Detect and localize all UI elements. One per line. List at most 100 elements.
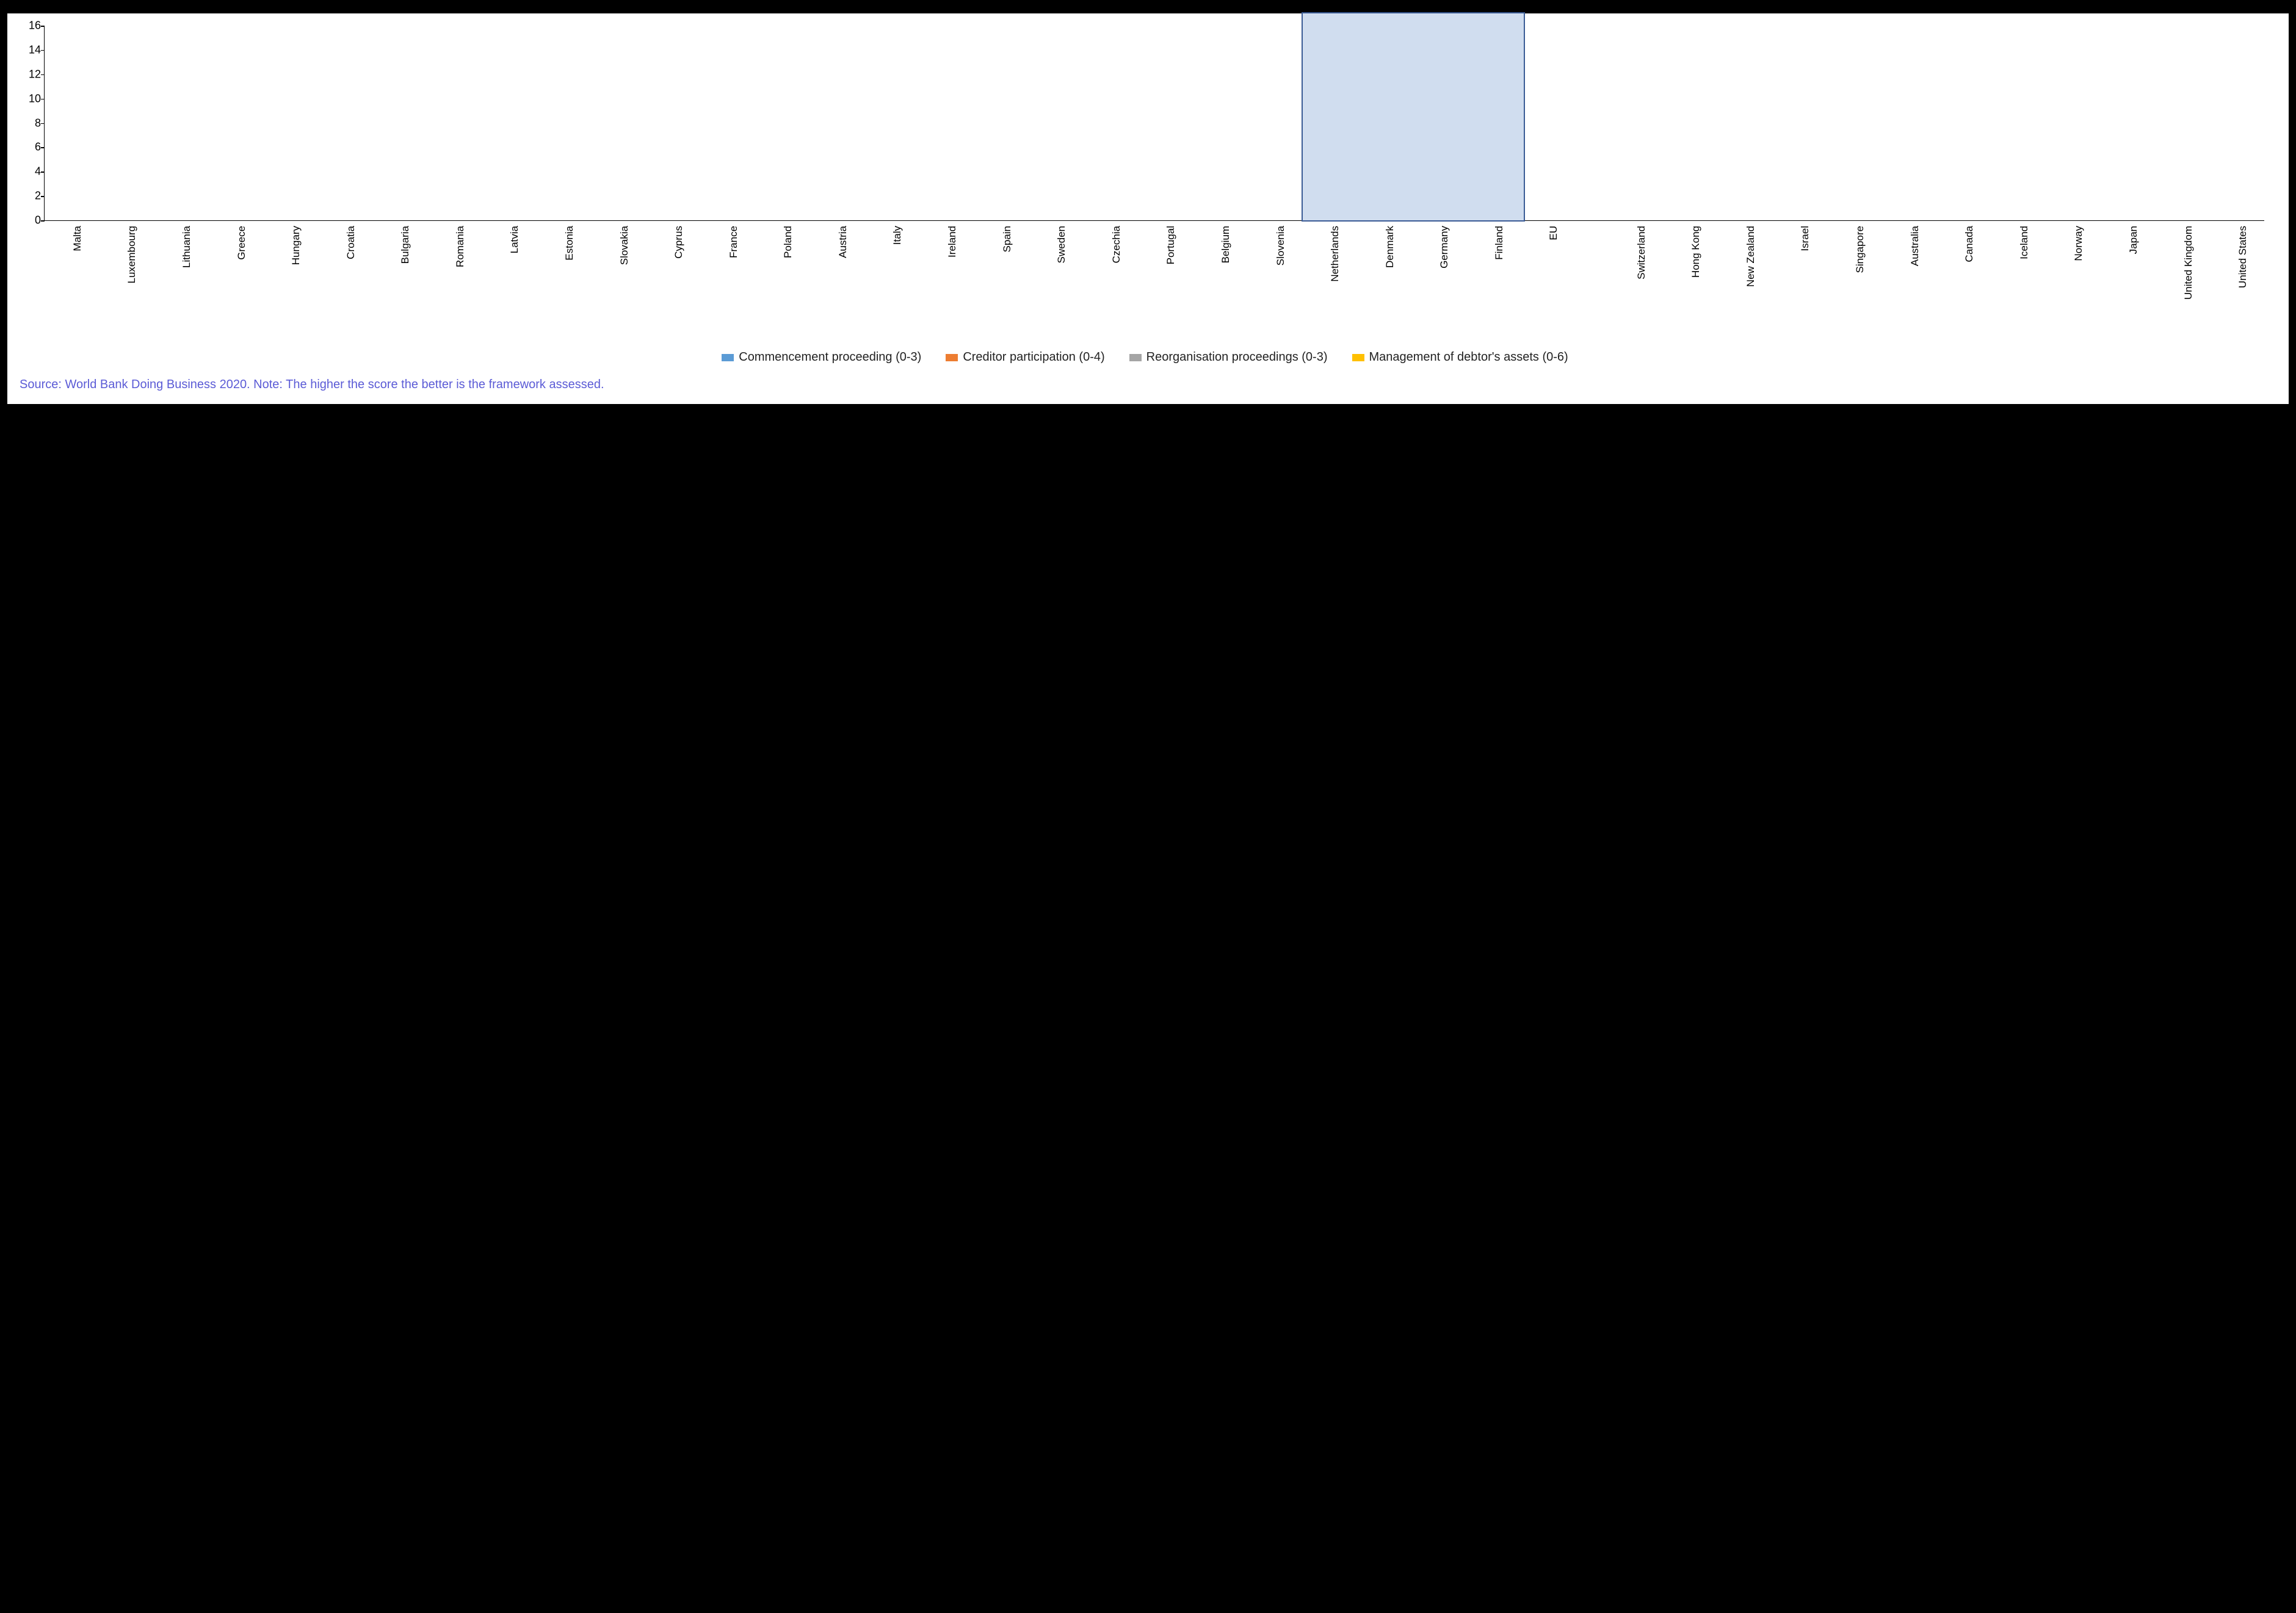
x-label-slot (1575, 222, 1608, 344)
bar-slot (1521, 26, 1576, 220)
bar-slot (974, 26, 1029, 220)
x-axis-label: Singapore (1854, 226, 1866, 273)
bar-slot (2155, 26, 2210, 220)
bar-slot (1772, 26, 1827, 220)
plot-region: 0246810121416 (44, 26, 2264, 221)
x-axis-label: Bulgaria (399, 226, 411, 264)
x-axis-label: Croatia (345, 226, 357, 259)
legend-swatch (946, 354, 958, 361)
x-label-slot: Austria (809, 222, 864, 344)
chart-area: 0246810121416 Malta Luxembourg Lithuania Gr… (44, 26, 2264, 343)
legend-label: Management of debtor's assets (0-6) (1369, 350, 1568, 364)
bar-slot (263, 26, 318, 220)
y-tick-mark (41, 147, 45, 148)
legend-swatch (1352, 354, 1364, 361)
x-label-slot: Greece (208, 222, 263, 344)
x-axis-label: Austria (837, 226, 849, 258)
x-axis-label: Canada (1963, 226, 1976, 262)
x-axis-label: Czechia (1110, 226, 1123, 263)
x-axis-label: Belgium (1220, 226, 1232, 263)
x-axis-label: Slovenia (1275, 226, 1287, 265)
legend-item: Creditor participation (0-4) (946, 350, 1104, 364)
x-label-slot: Lithuania (153, 222, 208, 344)
x-label-slot: Luxembourg (99, 222, 154, 344)
bar-slot (482, 26, 537, 220)
bar-slot (1302, 26, 1357, 220)
x-label-slot: Spain (974, 222, 1029, 344)
x-axis-label: United Kingdom (2182, 226, 2195, 300)
x-axis-label: Spain (1001, 226, 1013, 252)
source-note: Source: World Bank Doing Business 2020. … (20, 378, 2270, 392)
x-label-slot: Cyprus (645, 222, 700, 344)
x-axis-label: Israel (1799, 226, 1811, 251)
x-axis-label: Latvia (509, 226, 521, 253)
y-tick-mark (41, 171, 45, 173)
x-label-slot: Canada (1936, 222, 1991, 344)
x-label-slot: United States (2209, 222, 2264, 344)
y-tick-mark (41, 220, 45, 222)
x-label-slot: Belgium (1192, 222, 1247, 344)
x-axis-label: France (728, 226, 740, 258)
x-label-slot: Latvia (482, 222, 537, 344)
x-axis-label: Denmark (1384, 226, 1396, 268)
x-label-slot: Israel (1772, 222, 1827, 344)
legend-label: Commencement proceeding (0-3) (739, 350, 921, 364)
x-axis-label: Malta (71, 226, 84, 251)
x-axis-label: Estonia (563, 226, 576, 261)
legend-label: Reorganisation proceedings (0-3) (1146, 350, 1328, 364)
bar-slot (1193, 26, 1248, 220)
y-tick-mark (41, 123, 45, 124)
bar-slot (2101, 26, 2156, 220)
bar-slot (372, 26, 427, 220)
legend-item: Reorganisation proceedings (0-3) (1129, 350, 1328, 364)
x-label-slot: Switzerland (1608, 222, 1663, 344)
y-tick-mark (41, 99, 45, 100)
bar-slot (154, 26, 209, 220)
bar-slot (427, 26, 482, 220)
x-axis-label: Switzerland (1635, 226, 1648, 280)
bar-slot (45, 26, 100, 220)
x-label-slot: France (700, 222, 755, 344)
bar-slot (755, 26, 810, 220)
x-axis-label: Norway (2073, 226, 2085, 261)
bar-slot (919, 26, 974, 220)
legend-swatch (1129, 354, 1142, 361)
y-tick-mark (41, 74, 45, 76)
x-axis-labels: Malta Luxembourg Lithuania GreeceHungary Cro… (44, 222, 2264, 344)
y-tick-label: 0 (20, 214, 41, 227)
x-label-slot: Netherlands (1302, 222, 1356, 344)
x-axis-label: Lithuania (181, 226, 193, 268)
bar-slot (864, 26, 919, 220)
x-label-slot: Hungary (263, 222, 317, 344)
bar-slot (1357, 26, 1412, 220)
bar-slot (100, 26, 154, 220)
x-label-slot: Poland (755, 222, 810, 344)
bar-slot (1247, 26, 1302, 220)
bars-container (45, 26, 2264, 220)
x-label-slot: Sweden (1028, 222, 1083, 344)
x-axis-label: Portugal (1165, 226, 1177, 264)
bar-slot (1827, 26, 1882, 220)
bar-slot (2210, 26, 2265, 220)
x-label-slot: Bulgaria (372, 222, 427, 344)
bar-slot (701, 26, 756, 220)
x-label-slot: Denmark (1356, 222, 1411, 344)
x-label-slot: Estonia (536, 222, 591, 344)
x-axis-label: Sweden (1056, 226, 1068, 263)
legend-swatch (722, 354, 734, 361)
bar-slot (209, 26, 264, 220)
x-axis-label: Germany (1438, 226, 1450, 269)
x-axis-label: Netherlands (1329, 226, 1341, 282)
x-label-slot: Portugal (1138, 222, 1193, 344)
bar-slot (1084, 26, 1139, 220)
x-axis-label: EU (1548, 226, 1560, 240)
y-tick-mark (41, 26, 45, 27)
x-label-slot: Australia (1881, 222, 1936, 344)
x-axis-label: Luxembourg (126, 226, 138, 284)
x-axis-label: Hong Kong (1690, 226, 1702, 278)
x-label-slot: Slovenia (1247, 222, 1302, 344)
x-axis-label: Romania (454, 226, 466, 267)
bar-slot (1411, 26, 1466, 220)
x-label-slot: Japan (2100, 222, 2155, 344)
bar-slot (592, 26, 646, 220)
